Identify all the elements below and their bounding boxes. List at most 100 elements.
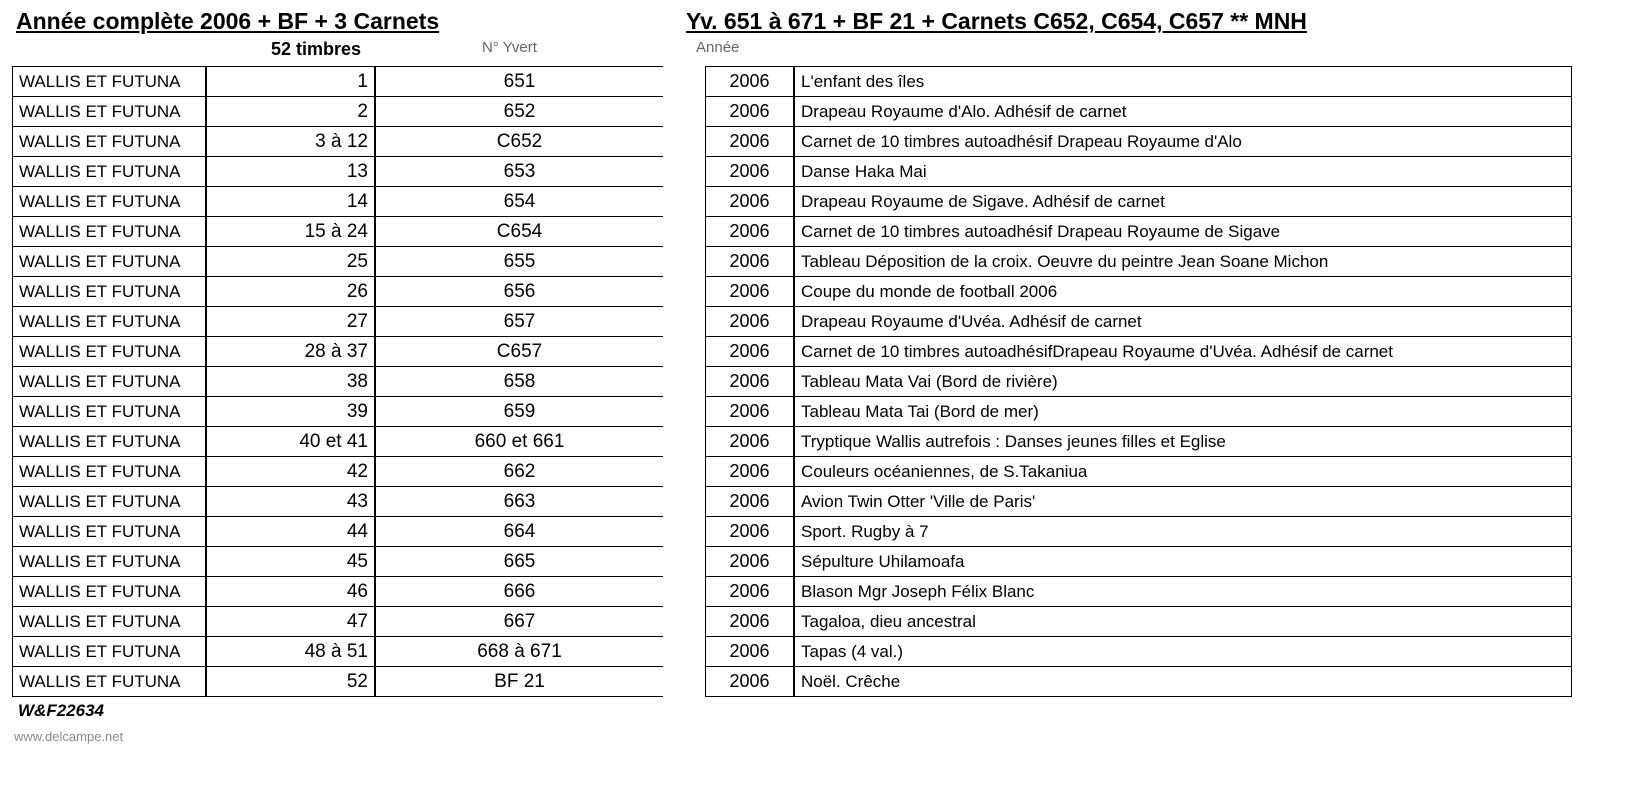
cell-year: 2006 [705, 547, 794, 577]
cell-gap [663, 457, 705, 487]
table-row: WALLIS ET FUTUNA28 à 37C6572006Carnet de… [12, 337, 1572, 367]
cell-yvert: 664 [375, 517, 663, 547]
cell-seq: 40 et 41 [206, 427, 375, 457]
cell-gap [663, 607, 705, 637]
cell-country: WALLIS ET FUTUNA [12, 367, 206, 397]
cell-year: 2006 [705, 667, 794, 697]
cell-desc: Avion Twin Otter 'Ville de Paris' [794, 487, 1572, 517]
cell-gap [663, 157, 705, 187]
table-row: WALLIS ET FUTUNA136532006Danse Haka Mai [12, 157, 1572, 187]
cell-seq: 25 [206, 247, 375, 277]
col-yvert-label: N° Yvert [367, 39, 652, 60]
cell-desc: Sépulture Uhilamoafa [794, 547, 1572, 577]
cell-yvert: 667 [375, 607, 663, 637]
cell-country: WALLIS ET FUTUNA [12, 457, 206, 487]
cell-year: 2006 [705, 307, 794, 337]
table-row: WALLIS ET FUTUNA476672006Tagaloa, dieu a… [12, 607, 1572, 637]
cell-country: WALLIS ET FUTUNA [12, 157, 206, 187]
table-row: WALLIS ET FUTUNA38658 2006Tableau Mata Va… [12, 367, 1572, 397]
cell-seq: 27 [206, 307, 375, 337]
cell-seq: 2 [206, 97, 375, 127]
title-right: Yv. 651 à 671 + BF 21 + Carnets C652, C6… [686, 8, 1307, 35]
cell-yvert: 662 [375, 457, 663, 487]
cell-country: WALLIS ET FUTUNA [12, 577, 206, 607]
cell-gap [663, 517, 705, 547]
cell-gap [663, 187, 705, 217]
cell-desc: Drapeau Royaume d'Alo. Adhésif de carnet [794, 97, 1572, 127]
cell-yvert: 652 [375, 97, 663, 127]
cell-yvert: C654 [375, 217, 663, 247]
cell-year: 2006 [705, 487, 794, 517]
cell-year: 2006 [705, 277, 794, 307]
cell-desc: Carnet de 10 timbres autoadhésif Drapeau… [794, 127, 1572, 157]
cell-gap [663, 66, 705, 97]
cell-desc: Tableau Déposition de la croix. Oeuvre d… [794, 247, 1572, 277]
cell-gap [663, 97, 705, 127]
table-row: WALLIS ET FUTUNA446642006Sport. Rugby à … [12, 517, 1572, 547]
cell-yvert: 656 [375, 277, 663, 307]
cell-country: WALLIS ET FUTUNA [12, 127, 206, 157]
cell-desc: Drapeau Royaume de Sigave. Adhésif de ca… [794, 187, 1572, 217]
cell-yvert: 653 [375, 157, 663, 187]
cell-desc: Noël. Crêche [794, 667, 1572, 697]
cell-country: WALLIS ET FUTUNA [12, 547, 206, 577]
cell-seq: 14 [206, 187, 375, 217]
cell-year: 2006 [705, 607, 794, 637]
cell-year: 2006 [705, 367, 794, 397]
cell-seq: 3 à 12 [206, 127, 375, 157]
cell-yvert: BF 21 [375, 667, 663, 697]
cell-yvert: 663 [375, 487, 663, 517]
cell-country: WALLIS ET FUTUNA [12, 487, 206, 517]
cell-gap [663, 667, 705, 697]
cell-yvert: 660 et 661 [375, 427, 663, 457]
cell-gap [663, 487, 705, 517]
cell-desc: Tableau Mata Vai (Bord de rivière) [794, 367, 1572, 397]
cell-country: WALLIS ET FUTUNA [12, 517, 206, 547]
cell-year: 2006 [705, 637, 794, 667]
cell-seq: 15 à 24 [206, 217, 375, 247]
cell-seq: 43 [206, 487, 375, 517]
cell-seq: 28 à 37 [206, 337, 375, 367]
cell-country: WALLIS ET FUTUNA [12, 337, 206, 367]
cell-desc: L'enfant des îles [794, 66, 1572, 97]
cell-seq: 46 [206, 577, 375, 607]
table-row: WALLIS ET FUTUNA43663 2006Avion Twin Otte… [12, 487, 1572, 517]
table-row: WALLIS ET FUTUNA396592006Tableau Mata Ta… [12, 397, 1572, 427]
cell-gap [663, 577, 705, 607]
cell-desc: Tagaloa, dieu ancestral [794, 607, 1572, 637]
table-row: WALLIS ET FUTUNA146542006Drapeau Royaume… [12, 187, 1572, 217]
cell-year: 2006 [705, 127, 794, 157]
cell-seq: 13 [206, 157, 375, 187]
table-row: WALLIS ET FUTUNA466662006Blason Mgr Jose… [12, 577, 1572, 607]
cell-yvert: C652 [375, 127, 663, 157]
cell-seq: 48 à 51 [206, 637, 375, 667]
cell-yvert: 654 [375, 187, 663, 217]
cell-gap [663, 247, 705, 277]
cell-country: WALLIS ET FUTUNA [12, 97, 206, 127]
cell-gap [663, 637, 705, 667]
cell-gap [663, 277, 705, 307]
cell-yvert: 668 à 671 [375, 637, 663, 667]
cell-year: 2006 [705, 66, 794, 97]
cell-seq: 38 [206, 367, 375, 397]
table-row: WALLIS ET FUTUNA256552006Tableau Déposit… [12, 247, 1572, 277]
cell-country: WALLIS ET FUTUNA [12, 637, 206, 667]
title-left: Année complète 2006 + BF + 3 Carnets [12, 8, 686, 35]
cell-yvert: 658 [375, 367, 663, 397]
table-row: WALLIS ET FUTUNA52BF 212006Noël. Crêche [12, 667, 1572, 697]
cell-country: WALLIS ET FUTUNA [12, 247, 206, 277]
cell-desc: Tapas (4 val.) [794, 637, 1572, 667]
cell-country: WALLIS ET FUTUNA [12, 66, 206, 97]
cell-desc: Danse Haka Mai [794, 157, 1572, 187]
cell-country: WALLIS ET FUTUNA [12, 667, 206, 697]
cell-yvert: 655 [375, 247, 663, 277]
table-row: WALLIS ET FUTUNA26522006Drapeau Royaume … [12, 97, 1572, 127]
cell-country: WALLIS ET FUTUNA [12, 187, 206, 217]
stamp-count: 52 timbres [196, 39, 367, 60]
cell-desc: Blason Mgr Joseph Félix Blanc [794, 577, 1572, 607]
cell-desc: Drapeau Royaume d'Uvéa. Adhésif de carne… [794, 307, 1572, 337]
footer-url: www.delcampe.net [12, 723, 1613, 744]
cell-yvert: 665 [375, 547, 663, 577]
cell-gap [663, 367, 705, 397]
table-row: WALLIS ET FUTUNA266562006Coupe du monde … [12, 277, 1572, 307]
